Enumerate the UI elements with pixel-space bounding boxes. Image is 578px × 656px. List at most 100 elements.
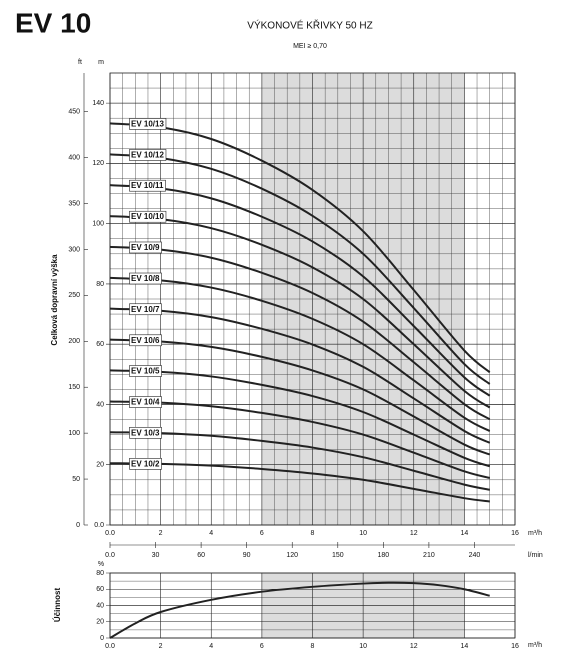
x2-tick-label: 150 [332, 552, 344, 559]
y-tick-label: 60 [96, 586, 104, 593]
y2-tick-label: 100 [68, 430, 80, 437]
curve [109, 153, 491, 385]
x2-axis-title: l/min [528, 552, 543, 559]
x-tick-label: 6 [260, 530, 264, 537]
x2-tick-label: 60 [197, 552, 205, 559]
curve-label: EV 10/9 [129, 241, 162, 254]
y-tick-label: 80 [96, 281, 104, 288]
plot-frame [109, 72, 516, 526]
plot-frame [109, 572, 516, 639]
curve-label: EV 10/12 [129, 149, 167, 161]
curve-label-box [129, 179, 166, 192]
y2-tick-label: 450 [68, 109, 80, 116]
x-axis-title: m³/h [528, 642, 542, 649]
curve-label-text: EV 10/2 [131, 459, 160, 468]
curve-label: EV 10/7 [129, 303, 162, 316]
x2-tick-label: 180 [377, 552, 389, 559]
y2-tick-label: 50 [72, 476, 80, 483]
curve-label-box [129, 426, 162, 439]
x-axis-title: m³/h [528, 530, 542, 537]
curve [109, 276, 491, 432]
curve [109, 431, 490, 491]
x-tick-label: 12 [410, 643, 418, 650]
y-tick-label: 40 [96, 401, 104, 408]
curve-label: EV 10/10 [129, 210, 167, 223]
curve-label: EV 10/13 [129, 118, 167, 130]
y-unit: m [98, 59, 104, 66]
curve-label-box [129, 149, 167, 161]
curve-label-text: EV 10/11 [131, 181, 164, 190]
x-tick-label: 4 [209, 530, 213, 537]
page-title: EV 10 [15, 7, 91, 38]
y-tick-label: 0 [100, 635, 104, 642]
curve-label-text: EV 10/9 [131, 243, 160, 252]
x-tick-label: 16 [511, 643, 519, 650]
x2-tick-label: 210 [423, 552, 435, 559]
y-tick-label: 80 [96, 570, 104, 577]
curve [109, 369, 491, 468]
x-tick-label: 10 [359, 643, 367, 650]
y-tick-label: 100 [92, 221, 104, 228]
x-tick-label: 2 [159, 643, 163, 650]
curve-label-box [129, 365, 162, 377]
curve-label-box [129, 303, 162, 316]
y2-unit: ft [78, 59, 82, 66]
curve [109, 245, 491, 421]
x-tick-label: 10 [359, 530, 367, 537]
curve [109, 122, 491, 373]
y-axis-title: Celková dopravní výška [50, 254, 59, 346]
curve-label: EV 10/11 [129, 179, 166, 192]
curve-label: EV 10/5 [129, 365, 162, 377]
y-tick-label: 0.0 [94, 522, 104, 529]
curve-label-text: EV 10/13 [131, 119, 164, 128]
x-tick-label: 8 [311, 643, 315, 650]
x-tick-label: 14 [460, 530, 468, 537]
curve-label: EV 10/6 [129, 334, 162, 347]
curve [109, 215, 491, 409]
curve-label-text: EV 10/7 [131, 305, 160, 314]
x2-tick-label: 30 [152, 552, 160, 559]
y2-tick-label: 250 [68, 292, 80, 299]
y2-tick-label: 0 [76, 522, 80, 529]
curve-label-box [129, 458, 162, 470]
x-tick-label: 14 [460, 643, 468, 650]
y-tick-label: 20 [96, 619, 104, 626]
curve-label-box [129, 334, 162, 347]
curve [109, 462, 490, 503]
curve-label-box [129, 210, 167, 223]
x-tick-label: 6 [260, 643, 264, 650]
curve-label: EV 10/3 [129, 426, 162, 439]
x-tick-label: 16 [511, 530, 519, 537]
x-tick-label: 0.0 [105, 530, 115, 537]
y-tick-label: 140 [92, 100, 104, 107]
curve [109, 400, 490, 479]
y-tick-label: 20 [96, 462, 104, 469]
curve-label-text: EV 10/5 [131, 367, 160, 376]
y-axis-title: Účinnost [53, 588, 62, 623]
x-tick-label: 0.0 [105, 643, 115, 650]
curve-label-box [129, 241, 162, 254]
x-tick-label: 8 [311, 530, 315, 537]
curve-label-text: EV 10/6 [131, 336, 160, 345]
y2-tick-label: 150 [68, 384, 80, 391]
chart-subtitle: MEI ≥ 0,70 [293, 43, 327, 50]
curve-label: EV 10/2 [129, 458, 162, 470]
curve [109, 307, 491, 444]
curve-label-box [129, 118, 167, 130]
y2-tick-label: 350 [68, 200, 80, 207]
x2-tick-label: 240 [469, 552, 481, 559]
y2-tick-label: 300 [68, 246, 80, 253]
curve [109, 581, 490, 639]
x-tick-label: 2 [159, 530, 163, 537]
curve [109, 338, 491, 456]
y2-tick-label: 200 [68, 338, 80, 345]
x-tick-label: 4 [209, 643, 213, 650]
curve-label-text: EV 10/4 [131, 398, 160, 407]
curve-label-box [129, 272, 162, 285]
y-unit: % [98, 561, 104, 568]
curve-label: EV 10/8 [129, 272, 162, 285]
x2-tick-label: 90 [243, 552, 251, 559]
x-tick-label: 12 [410, 530, 418, 537]
chart-title: VÝKONOVÉ KŘIVKY 50 HZ [247, 19, 372, 32]
